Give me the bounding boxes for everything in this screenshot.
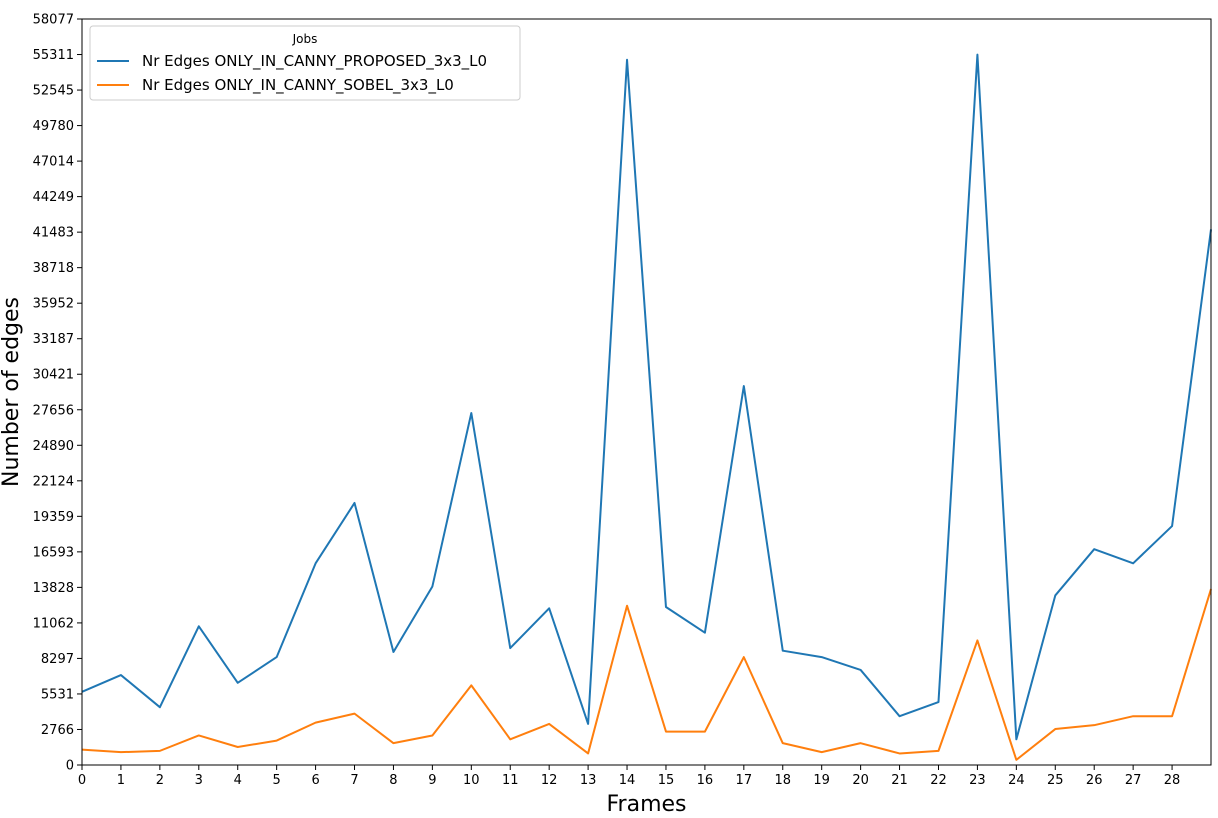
- legend: Jobs Nr Edges ONLY_IN_CANNY_PROPOSED_3x3…: [89, 25, 521, 101]
- y-tick-label: 22124: [33, 474, 74, 489]
- y-tick-label: 24890: [33, 439, 74, 454]
- x-tick-label: 16: [697, 773, 714, 788]
- y-tick-label: 13828: [33, 581, 74, 596]
- y-tick-label: 16593: [33, 545, 74, 560]
- x-tick-label: 17: [736, 773, 753, 788]
- x-tick-label: 21: [891, 773, 908, 788]
- y-tick-label: 5531: [41, 687, 74, 702]
- legend-box: [89, 25, 521, 101]
- x-tick-label: 0: [78, 773, 86, 788]
- x-tick-label: 8: [389, 773, 397, 788]
- x-tick-label: 11: [502, 773, 519, 788]
- y-tick-label: 44249: [33, 190, 74, 205]
- x-tick-label: 27: [1125, 773, 1142, 788]
- series-line-1: [81, 53, 1212, 741]
- x-axis-label: Frames: [606, 792, 686, 817]
- legend-entries: Nr Edges ONLY_IN_CANNY_PROPOSED_3x3_L0 Nr…: [97, 52, 487, 95]
- y-tick-label: 52545: [33, 84, 74, 99]
- y-tick-label: 11062: [33, 616, 74, 631]
- x-tick-label: 19: [813, 773, 830, 788]
- y-tick-label: 35952: [33, 297, 74, 312]
- x-tick-label: 28: [1164, 773, 1181, 788]
- y-tick-label: 49780: [33, 119, 74, 134]
- legend-title: Jobs: [292, 32, 318, 46]
- y-tick-label: 47014: [33, 155, 74, 170]
- legend-label: Nr Edges ONLY_IN_CANNY_SOBEL_3x3_L0: [142, 76, 454, 95]
- x-tick-label: 23: [969, 773, 986, 788]
- x-tick-label: 22: [930, 773, 947, 788]
- x-tick-label: 18: [774, 773, 791, 788]
- x-tick-label: 5: [273, 773, 281, 788]
- y-tick-label: 0: [66, 759, 74, 774]
- y-tick-label: 41483: [33, 226, 74, 241]
- x-tick-label: 12: [541, 773, 558, 788]
- x-axis-ticks: 0 1 2 3 4 5 6 7 8 9 10 11 12 13 14 15 16 17 18 19 20 21 22 23 24…: [78, 765, 1180, 788]
- y-tick-label: 27656: [33, 403, 74, 418]
- series-line-2: [81, 588, 1212, 761]
- y-tick-label: 30421: [33, 368, 74, 383]
- y-tick-label: 8297: [41, 652, 74, 667]
- x-tick-label: 24: [1008, 773, 1025, 788]
- y-tick-label: 55311: [33, 48, 74, 63]
- x-tick-label: 6: [311, 773, 319, 788]
- y-tick-label: 58077: [33, 13, 74, 28]
- x-tick-label: 26: [1086, 773, 1103, 788]
- y-tick-label: 19359: [33, 510, 74, 525]
- x-tick-label: 9: [428, 773, 436, 788]
- y-axis-label: Number of edges: [0, 297, 24, 487]
- series-layer: [81, 53, 1212, 761]
- y-axis-ticks: 0 2766 5531 8297 11062 13828 16593 19359 22124 24…: [33, 13, 82, 774]
- axes-frame: [81, 18, 1212, 766]
- y-tick-label: 38718: [33, 261, 74, 276]
- x-tick-label: 15: [658, 773, 675, 788]
- x-tick-label: 14: [619, 773, 636, 788]
- x-tick-label: 3: [195, 773, 203, 788]
- x-tick-label: 4: [234, 773, 242, 788]
- y-tick-label: 2766: [41, 723, 74, 738]
- x-tick-label: 20: [852, 773, 869, 788]
- legend-label: Nr Edges ONLY_IN_CANNY_PROPOSED_3x3_L0: [142, 52, 487, 71]
- x-tick-label: 25: [1047, 773, 1064, 788]
- x-tick-label: 1: [117, 773, 125, 788]
- x-tick-label: 13: [580, 773, 597, 788]
- y-tick-label: 33187: [33, 332, 74, 347]
- x-tick-label: 7: [350, 773, 358, 788]
- x-tick-label: 10: [463, 773, 480, 788]
- x-tick-label: 2: [156, 773, 164, 788]
